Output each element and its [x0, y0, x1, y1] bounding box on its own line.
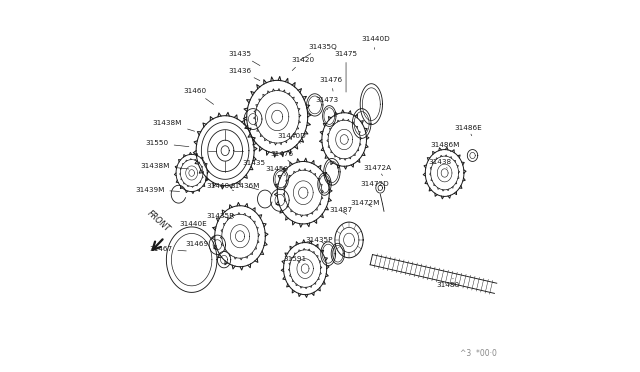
Text: 31435: 31435 — [242, 160, 271, 169]
Text: 31436M: 31436M — [230, 183, 260, 190]
Text: 31435R: 31435R — [206, 213, 234, 219]
Text: 31460: 31460 — [184, 88, 214, 105]
Text: 31435: 31435 — [228, 51, 260, 65]
Text: 31476: 31476 — [271, 151, 294, 162]
Text: 31487: 31487 — [329, 207, 352, 214]
Text: 31467: 31467 — [149, 246, 186, 252]
Text: 31438M: 31438M — [153, 120, 195, 131]
Text: 31486E: 31486E — [454, 125, 482, 136]
Text: 31476: 31476 — [319, 77, 343, 91]
Text: 31438M: 31438M — [141, 163, 189, 169]
Text: 31440E: 31440E — [179, 221, 216, 228]
Text: 31435Q: 31435Q — [300, 44, 337, 60]
Text: 31591: 31591 — [283, 256, 307, 263]
Text: 31475: 31475 — [335, 51, 358, 92]
Text: 31486M: 31486M — [430, 142, 460, 152]
Text: 31435P: 31435P — [305, 237, 333, 244]
Text: 31472A: 31472A — [364, 165, 392, 176]
Text: 31550: 31550 — [145, 140, 189, 147]
Text: ^3  *00·0: ^3 *00·0 — [460, 349, 497, 358]
Text: 31439M: 31439M — [135, 187, 180, 193]
Text: 31440: 31440 — [206, 183, 234, 190]
Text: 31440D: 31440D — [362, 36, 390, 49]
Text: 31440D: 31440D — [278, 133, 307, 143]
Text: 31436: 31436 — [228, 68, 260, 81]
Text: FRONT: FRONT — [145, 209, 172, 234]
Text: 31472D: 31472D — [361, 181, 389, 190]
Text: 31420: 31420 — [292, 57, 315, 71]
Text: 31473: 31473 — [315, 97, 339, 110]
Text: 31438: 31438 — [428, 159, 451, 168]
Text: 31469: 31469 — [185, 241, 215, 247]
Text: 31450: 31450 — [266, 166, 289, 176]
Text: 31472M: 31472M — [351, 200, 380, 207]
Text: 31480: 31480 — [436, 278, 460, 288]
